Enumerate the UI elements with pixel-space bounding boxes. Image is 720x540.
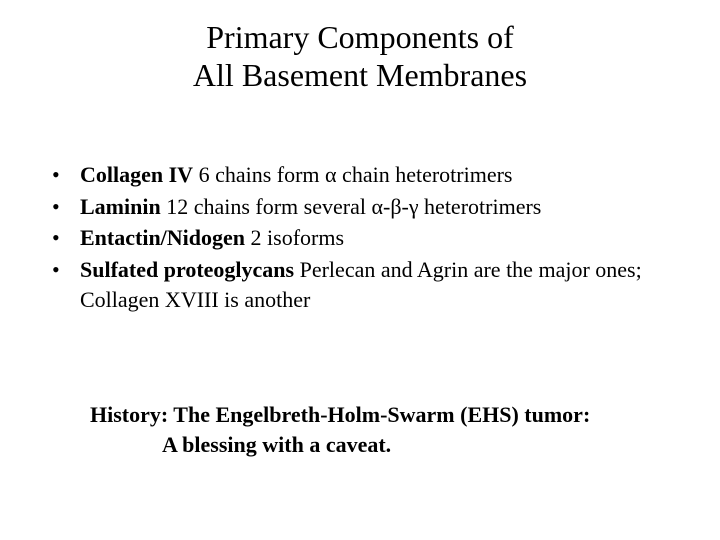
bullet-text: 2 isoforms [245,225,344,250]
slide-title: Primary Components of All Basement Membr… [0,0,720,95]
bullet-text: 12 chains form several α-β-γ heterotrime… [161,194,542,219]
list-item: Entactin/Nidogen 2 isoforms [76,223,680,253]
bullet-bold: Entactin/Nidogen [80,225,245,250]
title-line-1: Primary Components of [206,19,514,55]
title-line-2: All Basement Membranes [193,57,527,93]
bullet-list: Collagen IV 6 chains form α chain hetero… [48,160,680,316]
bullet-bold: Collagen IV [80,162,193,187]
history-note: History: The Engelbreth-Holm-Swarm (EHS)… [90,400,660,459]
list-item: Collagen IV 6 chains form α chain hetero… [76,160,680,190]
bullet-bold: Laminin [80,194,161,219]
list-item: Sulfated proteoglycans Perlecan and Agri… [76,255,680,314]
bullet-bold: Sulfated proteoglycans [80,257,294,282]
list-item: Laminin 12 chains form several α-β-γ het… [76,192,680,222]
history-line-1: History: The Engelbreth-Holm-Swarm (EHS)… [90,400,660,430]
slide: Primary Components of All Basement Membr… [0,0,720,540]
bullet-text: 6 chains form α chain heterotrimers [193,162,512,187]
history-line-2: A blessing with a caveat. [90,430,660,460]
